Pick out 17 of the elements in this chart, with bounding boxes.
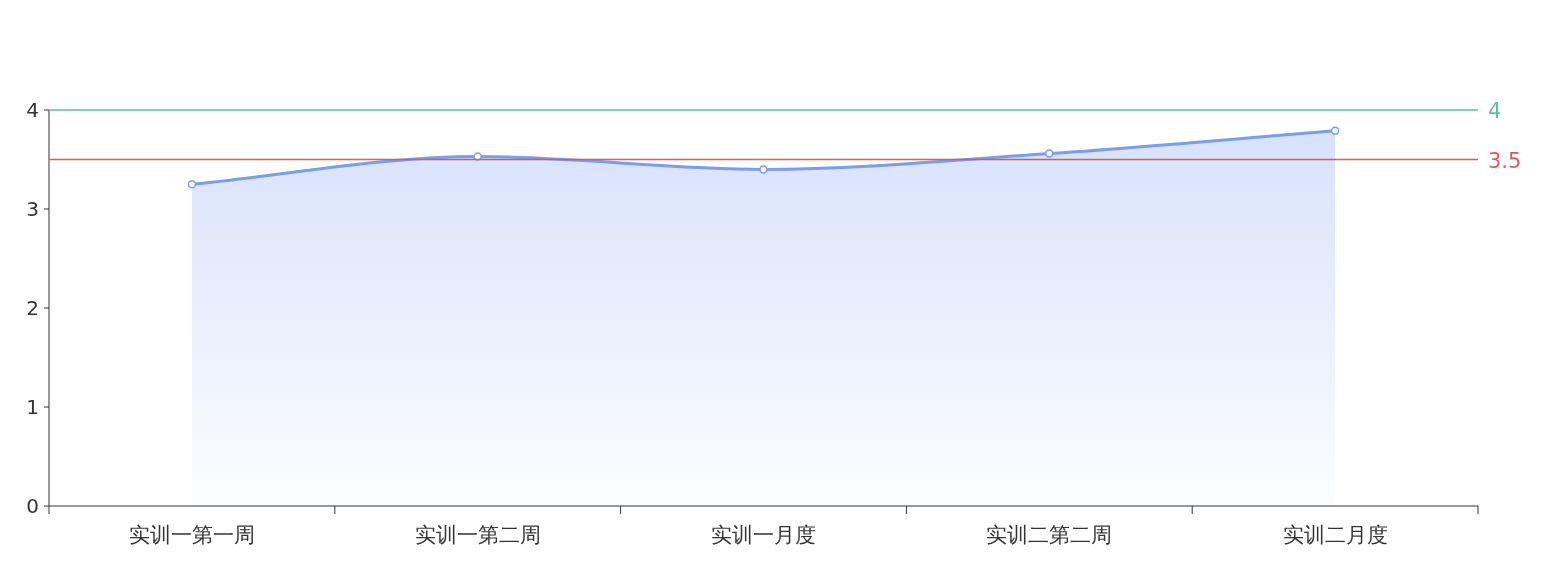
ref-line-label: 4 xyxy=(1488,99,1502,123)
y-tick-label: 0 xyxy=(26,494,39,518)
point xyxy=(759,165,768,174)
x-tick-label: 实训一月度 xyxy=(711,523,816,547)
ref-line-label: 3.5 xyxy=(1488,148,1522,173)
point xyxy=(1045,149,1054,158)
x-tick-label: 实训一第二周 xyxy=(414,523,541,547)
x-tick-label: 实训二第二周 xyxy=(986,523,1113,547)
y-tick-label: 4 xyxy=(26,98,39,122)
y-tick-label: 3 xyxy=(26,197,39,221)
point xyxy=(1330,126,1340,136)
x-tick-label: 实训二月度 xyxy=(1282,523,1388,547)
x-tick-label: 实训一第一周 xyxy=(128,523,255,547)
point xyxy=(187,180,197,189)
point xyxy=(473,152,482,161)
y-tick-label: 2 xyxy=(26,296,39,320)
y-tick-label: 1 xyxy=(26,395,39,419)
